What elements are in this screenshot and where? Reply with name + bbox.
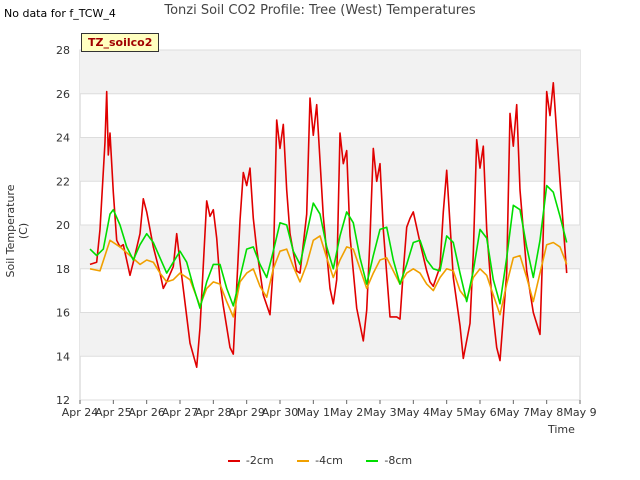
x-axis-label: Time (548, 423, 575, 436)
x-tick-label: May 8 (530, 406, 563, 419)
grid-band (80, 50, 580, 94)
x-tick-label: Apr 26 (128, 406, 165, 419)
grid-band (80, 137, 580, 182)
legend-item-4cm: -4cm (297, 454, 343, 467)
legend-item-2cm: -2cm (227, 454, 274, 467)
grid-band (80, 312, 580, 357)
chart-title: Tonzi Soil CO2 Profile: Tree (West) Temp… (164, 3, 476, 18)
x-tick-label: May 3 (363, 406, 396, 419)
x-tick-label: May 9 (563, 406, 596, 419)
x-tick-label: May 2 (330, 406, 363, 419)
x-tick-label: Apr 27 (162, 406, 199, 419)
y-tick-label: 26 (56, 88, 70, 101)
legend: -2cm -4cm -8cm (0, 454, 640, 467)
series-lines (89, 82, 568, 369)
y-tick-label: 28 (56, 44, 70, 57)
series-line-8cm (89, 184, 568, 309)
legend-label-2cm: -2cm (245, 454, 274, 467)
legend-label-8cm: -8cm (384, 454, 413, 467)
y-axis-ticks: 12 14 16 18 20 22 24 26 28 (56, 44, 70, 407)
y-tick-label: 14 (56, 350, 70, 363)
y-tick-label: 18 (56, 263, 70, 276)
y-axis-label: Soil Temperature (C) (4, 184, 30, 278)
y-tick-label: 22 (56, 175, 70, 188)
x-tick-label: Apr 29 (228, 406, 265, 419)
x-tick-label: May 4 (397, 406, 430, 419)
x-tick-label: May 5 (430, 406, 463, 419)
x-tick-label: Apr 24 (62, 406, 99, 419)
series-line-2cm (89, 82, 568, 369)
legend-label-4cm: -4cm (315, 454, 343, 467)
legend-item-8cm: -8cm (366, 454, 412, 467)
series-line-4cm (89, 235, 568, 318)
y-tick-label: 20 (56, 219, 70, 232)
legend-swatch-4cm (297, 460, 310, 462)
x-tick-label: May 1 (297, 406, 330, 419)
x-tick-label: Apr 30 (262, 406, 299, 419)
x-tick-label: May 7 (497, 406, 530, 419)
y-tick-label: 24 (56, 132, 70, 145)
y-tick-label: 12 (56, 394, 70, 407)
grid-band (80, 225, 580, 269)
legend-swatch-8cm (366, 460, 379, 462)
legend-swatch-2cm (227, 460, 240, 462)
y-tick-label: 16 (56, 307, 70, 320)
x-tick-label: Apr 28 (195, 406, 232, 419)
site-badge: TZ_soilco2 (81, 33, 160, 52)
no-data-note: No data for f_TCW_4 (4, 7, 116, 20)
x-tick-label: Apr 25 (95, 406, 132, 419)
x-tick-label: May 6 (463, 406, 496, 419)
